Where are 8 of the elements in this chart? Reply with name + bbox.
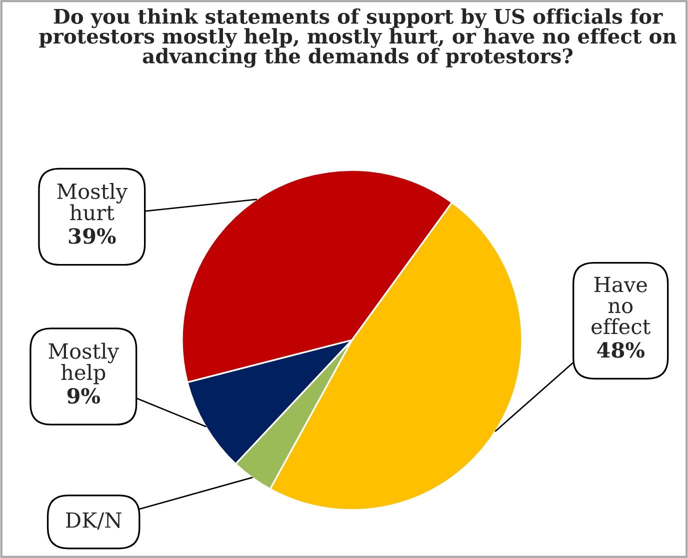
data-label: 39% bbox=[68, 228, 116, 244]
data-label: 48% bbox=[597, 342, 644, 358]
slice-label: Mostly hurt bbox=[57, 182, 128, 220]
slice-label: DK/N bbox=[66, 512, 122, 530]
chart-title: Do you think statements of support by US officials for protestors mostly help, mostly hurt, or have no effect on advancing the demands of protestors? bbox=[39, 8, 676, 68]
slice-label: Mostly help bbox=[48, 342, 120, 384]
slice-label: Have no effect bbox=[592, 276, 650, 334]
data-label: 9% bbox=[67, 388, 100, 404]
